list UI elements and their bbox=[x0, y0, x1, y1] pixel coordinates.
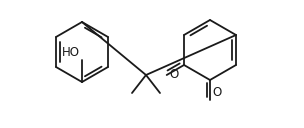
Text: HO: HO bbox=[62, 46, 80, 59]
Text: O: O bbox=[170, 68, 179, 82]
Text: O: O bbox=[212, 86, 221, 99]
